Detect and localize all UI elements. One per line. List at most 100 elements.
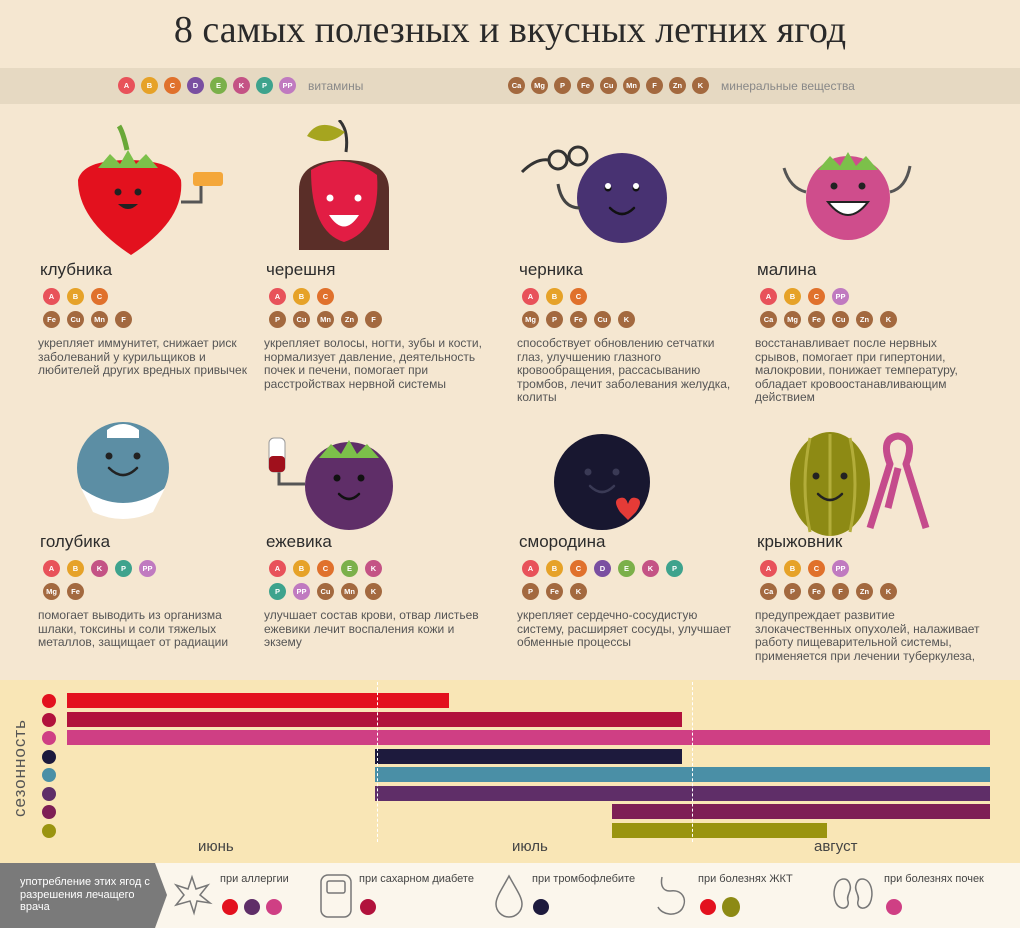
berry-card: клубника A B C Fe Cu Mn F укрепляет иммунитет, с… [23,120,263,378]
vitamin-k-badge: K [642,560,659,577]
mineral-f-badge: F [832,583,849,600]
blueberry-illustration [23,414,263,532]
berry-name: клубника [40,260,113,279]
minerals-row: P PP Cu Mn K [269,583,489,600]
berry-name: смородина [519,532,606,551]
month-label-august: август [806,838,866,855]
mineral-fe-badge: Fe [808,311,825,328]
season-berry-icon [42,712,56,727]
mineral-cu-badge: Cu [293,311,310,328]
vitamin-pp-badge: PP [832,560,849,577]
raspberry-mini-icon [266,899,282,915]
vitamin-k-badge: K [233,77,250,94]
mineral-k-badge: K [365,583,382,600]
mineral-p-badge: P [784,583,801,600]
mineral-mn-badge: Mn [341,583,358,600]
cherry-mini-icon [360,899,376,915]
vitamin-pp-badge: PP [279,77,296,94]
vitamin-b-badge: B [67,560,84,577]
season-berry-icon [42,731,56,745]
mineral-mg-badge: Mg [531,77,548,94]
blackberry-mini-icon [244,899,260,915]
berry-name: малина [757,260,817,279]
vitamin-d-badge: D [187,77,204,94]
warning-diabetes: при сахарном диабете [359,873,474,885]
cherry-illustration [249,120,489,260]
minerals-row: Mg Fe [43,583,263,600]
vitamin-a-badge: A [760,288,777,305]
mineral-ca-badge: Ca [760,583,777,600]
berry-description: укрепляет иммунитет, снижает риск заболе… [38,336,247,377]
vitamin-d-badge: D [594,560,611,577]
glucometer-icon [320,874,352,918]
strawberry-mini-icon [222,899,238,915]
vitamin-p-badge: P [269,583,286,600]
page-title: 8 самых полезных и вкусных летних ягод [173,9,847,51]
mineral-f-badge: F [365,311,382,328]
vitamin-a-badge: A [760,560,777,577]
mineral-zn-badge: Zn [669,77,686,94]
minerals-row: Mg P Fe Cu K [522,311,742,328]
minerals-row: P Cu Mn Zn F [269,311,489,328]
month-label-june: июнь [190,838,242,855]
vitamin-b-badge: B [293,288,310,305]
season-bar [67,730,991,745]
mineral-zn-badge: Zn [341,311,358,328]
month-divider [377,682,378,842]
minerals-row: Ca Mg Fe Cu Zn K [760,311,980,328]
berry-name: ежевика [266,532,332,551]
vitamin-pp-badge: PP [832,288,849,305]
strawberry-illustration [23,120,263,260]
mineral-k-badge: K [880,311,897,328]
vitamin-c-badge: C [91,288,108,305]
mineral-cu-badge: Cu [317,583,334,600]
drop-icon [495,874,523,918]
vitamins-row: A B C PP [760,288,980,305]
mineral-k-badge: K [692,77,709,94]
mineral-fe-badge: Fe [43,311,60,328]
raspberry-illustration [740,120,980,260]
season-berry-icon [42,749,56,764]
vitamin-e-badge: E [618,560,635,577]
vitamin-a-badge: A [43,288,60,305]
vitamin-e-badge: E [210,77,227,94]
berry-name: черешня [266,260,336,279]
season-bar [67,693,449,708]
season-bar [374,785,991,801]
season-bar [611,804,991,819]
mineral-p-badge: P [546,311,563,328]
vitamin-b-badge: B [141,77,158,94]
berry-name: голубика [40,532,111,551]
mineral-cu-badge: Cu [594,311,611,328]
mineral-ca-badge: Ca [508,77,525,94]
vitamin-b-badge: B [546,560,563,577]
minerals-row: Fe Cu Mn F [43,311,263,328]
mineral-k-badge: K [570,583,587,600]
vitamin-a-badge: A [269,560,286,577]
minerals-row: Ca P Fe F Zn K [760,583,980,600]
vitamin-c-badge: C [808,288,825,305]
berry-description: способствует обновлению сетчатки глаз, у… [517,336,731,404]
season-bar [67,711,683,727]
blueberry-mini-icon [533,899,549,915]
vitamin-a-badge: A [522,288,539,305]
vitamin-c-badge: C [317,560,334,577]
vitamin-p-badge: P [115,560,132,577]
vitamin-p-badge: P [666,560,683,577]
season-bar [374,748,683,764]
mineral-mn-badge: Mn [623,77,640,94]
vitamin-e-badge: E [341,560,358,577]
vitamin-c-badge: C [317,288,334,305]
mineral-mg-badge: Mg [784,311,801,328]
vitamins-row: A B C PP [760,560,980,577]
mineral-mn-badge: Mn [317,311,334,328]
kidneys-icon [833,878,873,909]
strawberry-mini-icon [700,899,716,915]
vitamin-b-badge: B [784,288,801,305]
vitamin-k-badge: K [91,560,108,577]
